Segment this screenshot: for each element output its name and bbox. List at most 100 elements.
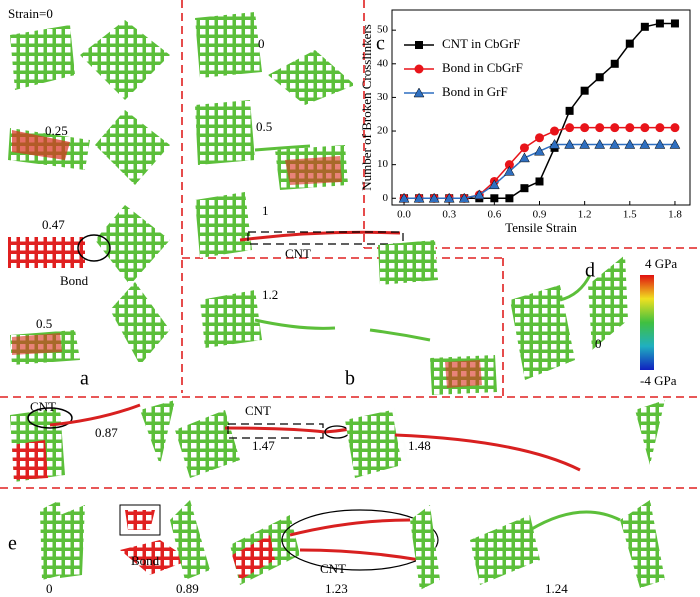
point	[580, 123, 590, 133]
legend-label: Bond in CbGrF	[442, 60, 523, 75]
point	[624, 138, 636, 149]
label: CNT	[245, 403, 271, 418]
cbar-label: -4 GPa	[640, 373, 677, 388]
point	[565, 106, 574, 115]
panel-label: b	[345, 368, 355, 390]
point	[488, 179, 500, 190]
point	[520, 184, 529, 193]
point	[458, 192, 470, 203]
legend-marker	[414, 64, 424, 74]
point	[595, 123, 605, 133]
point	[655, 123, 665, 133]
panel-d-renderings	[510, 255, 654, 380]
point	[534, 133, 544, 143]
label: CNT	[285, 246, 311, 261]
label: 1.24	[545, 581, 568, 596]
x-tick-label: 0.6	[487, 209, 501, 221]
legend-label: Bond in GrF	[442, 84, 508, 99]
point	[640, 22, 649, 31]
label: Strain=0	[8, 6, 53, 21]
label: Bond	[60, 273, 89, 288]
legend-marker	[413, 87, 425, 98]
legend-label: CNT in CbGrF	[442, 36, 521, 51]
x-tick-label: 0.0	[397, 209, 411, 221]
point	[505, 194, 514, 203]
label: 0	[595, 336, 602, 351]
point	[670, 123, 680, 133]
point	[565, 123, 575, 133]
label: Bond	[131, 553, 160, 568]
label: 0	[46, 581, 53, 596]
point	[549, 138, 560, 149]
point	[609, 138, 621, 149]
panel-e-renderings	[40, 500, 665, 590]
y-tick-label: 50	[377, 24, 389, 36]
point	[473, 189, 485, 200]
label: 0.87	[95, 425, 118, 440]
label: 0	[258, 36, 265, 51]
label: 1	[262, 203, 269, 218]
chart-c: 0.0 0.3 0.6 0.9 1.2 1.5 1.8 0 10 20 30 40 50 Tensile …	[359, 9, 691, 235]
point	[580, 86, 589, 95]
panel-a-renderings	[8, 20, 170, 365]
point	[564, 138, 576, 149]
point	[670, 19, 679, 28]
label: CNT	[30, 399, 56, 414]
y-tick-label: 0	[383, 192, 389, 204]
cbar-label: 4 GPa	[645, 256, 677, 271]
point	[669, 138, 681, 149]
y-tick-label: 30	[377, 91, 389, 103]
x-tick-label: 1.2	[578, 209, 592, 221]
point	[535, 177, 544, 186]
point	[534, 145, 545, 156]
panel-label: c	[376, 33, 385, 55]
label: 0.89	[176, 581, 199, 596]
point	[625, 39, 634, 48]
x-axis-label: Tensile Strain	[505, 220, 577, 235]
y-tick-label: 10	[377, 158, 389, 170]
label: 0.25	[45, 123, 68, 138]
panel-label: a	[80, 368, 89, 390]
point	[490, 194, 499, 203]
point	[610, 59, 619, 68]
label: 1.23	[325, 581, 348, 596]
point	[640, 123, 650, 133]
y-axis-label: Number of Broken Crosslinkers	[359, 24, 374, 190]
label: 0.47	[42, 217, 65, 232]
label: 1.48	[408, 438, 431, 453]
label: CNT	[320, 561, 346, 576]
point	[595, 73, 604, 82]
y-tick-label: 20	[377, 125, 389, 137]
point	[443, 192, 455, 203]
point	[625, 123, 635, 133]
point	[579, 138, 591, 149]
label: 1.47	[252, 438, 275, 453]
point	[550, 126, 560, 136]
point	[610, 123, 620, 133]
legend-marker	[415, 41, 423, 49]
x-tick-label: 0.9	[533, 209, 547, 221]
x-tick-label: 1.5	[623, 209, 637, 221]
plot-frame	[391, 9, 691, 206]
point	[639, 138, 651, 149]
label: 1.2	[262, 287, 278, 302]
point	[655, 19, 664, 28]
x-tick-label: 1.8	[668, 209, 682, 221]
panel-b-renderings	[195, 12, 497, 395]
x-tick-label: 0.3	[442, 209, 456, 221]
point	[504, 160, 514, 170]
label: 0.5	[256, 119, 272, 134]
y-tick-label: 40	[377, 57, 389, 69]
row3-renderings	[10, 400, 665, 482]
point	[413, 192, 425, 203]
point	[519, 152, 530, 163]
panel-label: d	[585, 260, 595, 282]
point	[594, 138, 606, 149]
panel-label: e	[8, 533, 17, 555]
point	[398, 192, 410, 203]
point	[428, 192, 440, 203]
point	[503, 165, 515, 176]
label: 0.5	[36, 316, 52, 331]
point	[654, 138, 666, 149]
